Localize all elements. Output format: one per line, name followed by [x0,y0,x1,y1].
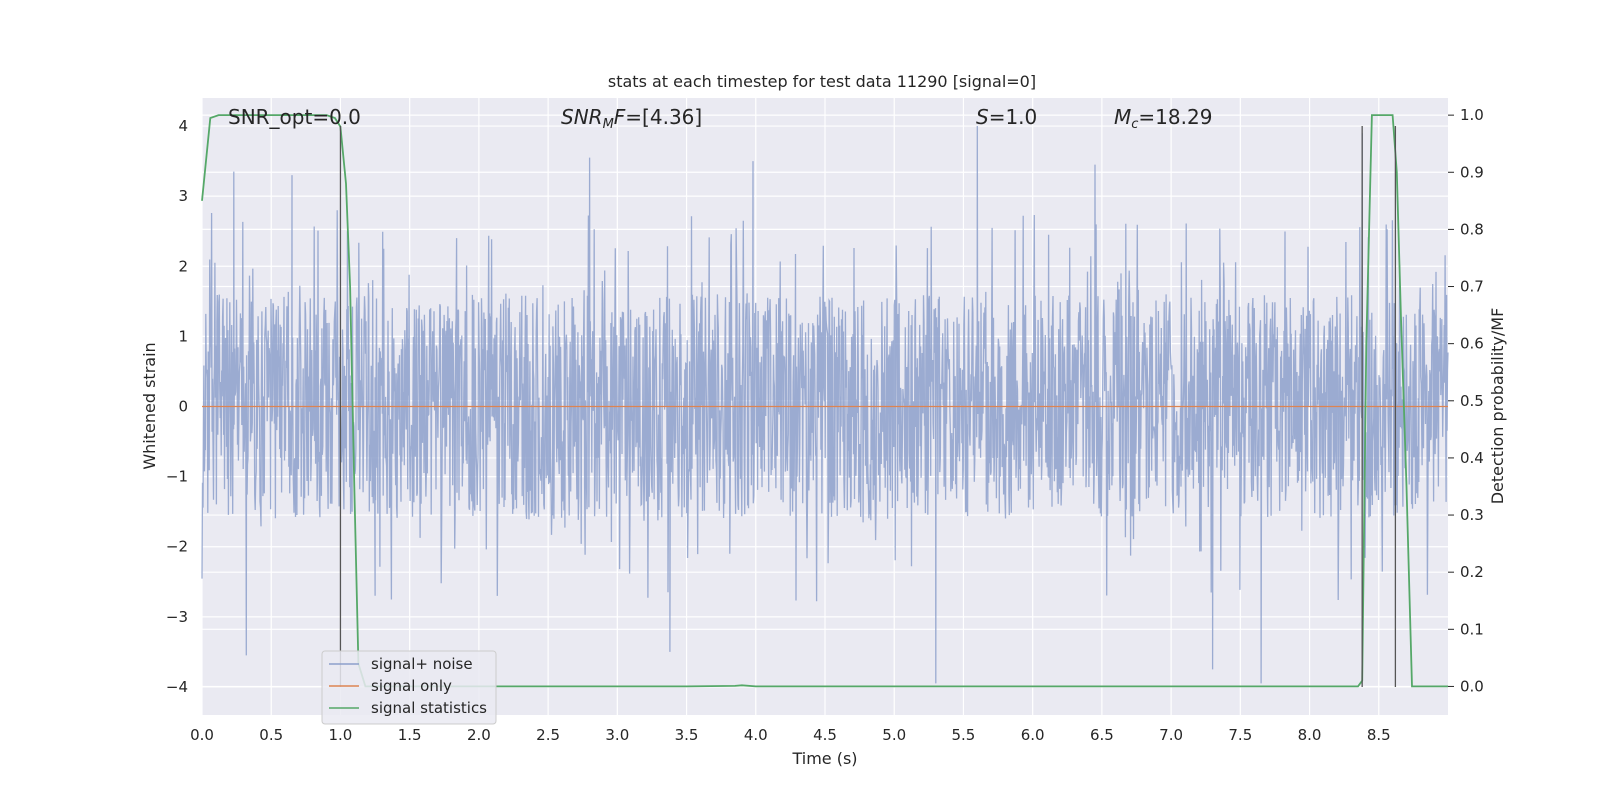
snr-mf-symbol-2: F [614,105,626,129]
legend-label-statistics: signal statistics [371,699,487,717]
left-y-tick-label: −4 [166,678,188,696]
x-tick-label: 2.0 [467,726,491,744]
mc-symbol: M [1114,105,1131,129]
right-y-axis-ticks: 0.0 0.1 0.2 0.3 0.4 0.5 0.6 0.7 0.8 0.9 1.0 [1448,106,1484,695]
vertical-markers [339,126,1397,687]
right-y-tick-label: 0.8 [1460,220,1484,238]
left-y-tick-label: 4 [178,117,188,135]
signal-noise-series [201,125,1449,684]
right-y-tick-label: 0.1 [1460,620,1484,638]
x-tick-label: 0.0 [190,726,214,744]
snr-mf-value: =[4.36] [625,105,702,129]
s-value: =1.0 [989,105,1038,129]
x-axis-label: Time (s) [791,749,857,768]
x-tick-label: 1.0 [329,726,353,744]
x-tick-label: 3.0 [605,726,629,744]
left-y-tick-label: −1 [166,468,188,486]
x-tick-label: 6.0 [1021,726,1045,744]
right-y-tick-label: 0.6 [1460,335,1484,353]
right-y-tick-label: 0.0 [1460,677,1484,695]
s-annotation: S=1.0 [976,105,1037,129]
mc-annotation: Mc=18.29 [1114,105,1212,132]
right-y-tick-label: 0.9 [1460,163,1484,181]
x-tick-label: 8.0 [1298,726,1322,744]
x-tick-label: 3.5 [675,726,699,744]
chart-title: stats at each timestep for test data 112… [608,72,1036,91]
x-tick-label: 4.0 [744,726,768,744]
x-axis-ticks: 0.0 0.5 1.0 1.5 2.0 2.5 3.0 3.5 4.0 4.5 5.0 5.5 6.0 6… [190,726,1391,744]
left-y-tick-label: 3 [178,187,188,205]
left-y-axis-ticks: −4 −3 −2 −1 0 1 2 3 4 [166,117,188,696]
right-y-tick-label: 1.0 [1460,106,1484,124]
snr-mf-annotation: SNRMF=[4.36] [561,105,702,132]
s-symbol: S [976,105,989,129]
x-tick-label: 7.0 [1159,726,1183,744]
x-tick-label: 5.0 [882,726,906,744]
legend-box [321,650,497,725]
snr-mf-subscript: M [603,117,614,132]
mc-value: =18.29 [1138,105,1212,129]
legend: signal+ noise signal only signal statist… [321,650,497,725]
left-y-tick-label: 1 [178,327,188,345]
left-y-tick-label: 2 [178,257,188,275]
legend-label-noise: signal+ noise [371,655,473,673]
x-tick-label: 7.5 [1228,726,1252,744]
right-y-tick-label: 0.5 [1460,392,1484,410]
signal-statistics-series [201,114,1448,688]
x-tick-label: 2.5 [536,726,560,744]
signal-noise-line [201,125,1449,684]
left-y-tick-label: 0 [178,398,188,416]
x-tick-label: 4.5 [813,726,837,744]
snr-opt-annotation: SNR_opt=0.0 [228,105,361,129]
x-tick-label: 5.5 [952,726,976,744]
mc-subscript: c [1131,117,1138,132]
legend-label-signal-only: signal only [371,677,452,695]
right-y-tick-label: 0.2 [1460,563,1484,581]
x-tick-label: 0.5 [259,726,283,744]
signal-statistics-line [201,114,1448,688]
right-y-tick-label: 0.4 [1460,449,1484,467]
x-tick-label: 6.5 [1090,726,1114,744]
right-y-tick-label: 0.7 [1460,278,1484,296]
left-y-tick-label: −3 [166,608,188,626]
right-y-axis-label: Detection probability/MF [1488,308,1507,505]
x-tick-label: 8.5 [1367,726,1391,744]
left-y-tick-label: −2 [166,538,188,556]
snr-mf-symbol: SNR [561,105,603,129]
x-tick-label: 1.5 [398,726,422,744]
left-y-axis-label: Whitened strain [140,342,159,469]
right-y-tick-label: 0.3 [1460,506,1484,524]
